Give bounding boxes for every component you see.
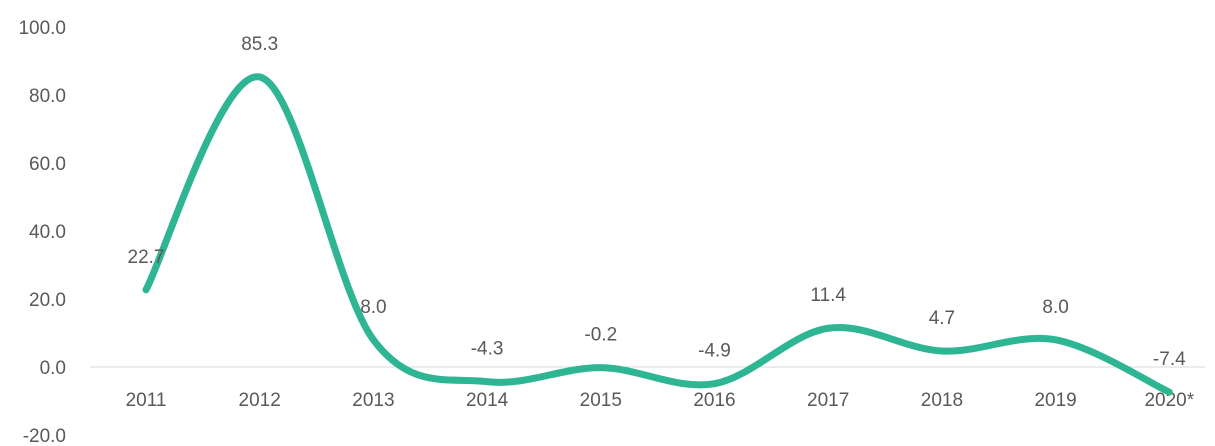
x-tick-label: 2017 <box>807 390 849 411</box>
y-tick-label: 0.0 <box>40 358 66 379</box>
x-tick-label: 2011 <box>126 390 167 411</box>
data-label: -4.9 <box>698 341 731 362</box>
x-tick-label: 2013 <box>352 390 394 411</box>
x-tick-label: 2019 <box>1034 390 1076 411</box>
data-label: 8.0 <box>360 297 386 318</box>
x-tick-label: 2020* <box>1144 390 1194 411</box>
data-label: -0.2 <box>584 325 617 346</box>
x-tick-label: 2014 <box>466 390 509 411</box>
data-label: 11.4 <box>810 285 846 306</box>
data-label: 4.7 <box>929 308 955 329</box>
y-tick-label: 80.0 <box>29 86 66 107</box>
data-label: -4.3 <box>471 339 504 360</box>
x-tick-label: 2015 <box>580 390 622 411</box>
y-tick-label: 60.0 <box>29 154 66 175</box>
x-tick-label: 2018 <box>921 390 963 411</box>
data-label: -7.4 <box>1153 349 1186 370</box>
data-labels: 22.7 85.3 8.0 -4.3 -0.2 -4.9 11.4 4.7 8.0 -7.4 <box>128 34 1187 370</box>
x-axis: 2011 2012 2013 2014 2015 2016 2017 2018 2019 2020… <box>126 390 1195 411</box>
series-line <box>142 73 1173 396</box>
y-tick-label: 20.0 <box>29 290 66 311</box>
y-tick-label: -20.0 <box>23 426 66 446</box>
x-tick-label: 2016 <box>693 390 735 411</box>
x-tick-label: 2012 <box>239 390 281 411</box>
y-tick-label: 40.0 <box>29 222 66 243</box>
y-tick-label: 100.0 <box>18 18 66 39</box>
data-label: 85.3 <box>241 34 278 55</box>
data-label: 8.0 <box>1042 297 1068 318</box>
data-label: 22.7 <box>128 247 165 268</box>
y-axis: 100.0 80.0 60.0 40.0 20.0 0.0 -20.0 <box>18 18 66 446</box>
